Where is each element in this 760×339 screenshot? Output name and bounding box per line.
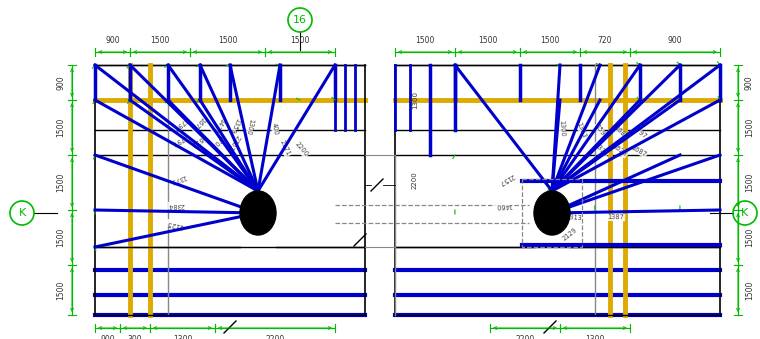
Text: 2384: 2384 (168, 202, 185, 209)
Bar (522, 179, 582, 247)
Text: 900: 900 (100, 335, 115, 339)
Text: 1500: 1500 (56, 173, 65, 192)
Text: 1460: 1460 (496, 202, 512, 209)
Text: 1300: 1300 (412, 91, 418, 109)
Text: 1500: 1500 (745, 228, 754, 247)
Text: 2333: 2333 (592, 142, 608, 158)
Text: 1387: 1387 (608, 214, 625, 221)
Text: 1500: 1500 (56, 228, 65, 247)
Text: 400: 400 (271, 122, 279, 136)
Text: 1471: 1471 (211, 116, 225, 133)
Text: 2200: 2200 (293, 141, 309, 158)
Text: 1500: 1500 (478, 36, 497, 45)
Text: 1300: 1300 (585, 335, 605, 339)
Text: 1612: 1612 (189, 133, 206, 148)
Text: 1597: 1597 (594, 123, 608, 140)
Text: K: K (18, 208, 26, 218)
Text: 900: 900 (105, 36, 120, 45)
Text: 1500: 1500 (745, 280, 754, 300)
Text: 1797: 1797 (172, 116, 188, 131)
Text: 1500: 1500 (745, 173, 754, 192)
Text: 1500: 1500 (540, 36, 559, 45)
Text: 1500: 1500 (745, 118, 754, 137)
Text: 1300: 1300 (173, 335, 192, 339)
Text: 900: 900 (668, 36, 682, 45)
Text: 1500: 1500 (56, 280, 65, 300)
Text: 2313: 2313 (565, 214, 582, 221)
Text: 900: 900 (56, 75, 65, 90)
Text: 1375: 1375 (169, 173, 188, 184)
Text: 1300: 1300 (559, 120, 565, 137)
Text: 1500: 1500 (290, 36, 309, 45)
Text: K: K (741, 208, 749, 218)
Text: 1359: 1359 (228, 117, 241, 134)
Text: 1363: 1363 (576, 121, 587, 139)
Text: 1300: 1300 (245, 118, 255, 136)
Text: 2157: 2157 (498, 172, 515, 186)
Ellipse shape (534, 191, 570, 235)
Text: 2129: 2129 (562, 227, 578, 242)
Text: 2200: 2200 (412, 171, 418, 189)
Text: 1687: 1687 (630, 144, 648, 157)
Ellipse shape (240, 191, 276, 235)
Text: 1500: 1500 (150, 36, 169, 45)
Text: 1685: 1685 (612, 124, 629, 140)
Text: 2171: 2171 (278, 139, 290, 157)
Text: 16: 16 (293, 15, 307, 25)
Text: 2703: 2703 (209, 133, 225, 149)
Text: 1500: 1500 (218, 36, 237, 45)
Text: 2200: 2200 (515, 335, 534, 339)
Text: 1500: 1500 (56, 118, 65, 137)
Text: 1628: 1628 (611, 143, 628, 158)
Text: 2703: 2703 (227, 134, 241, 151)
Text: 1797: 1797 (171, 134, 188, 147)
Text: 720: 720 (598, 36, 613, 45)
Text: 1500: 1500 (415, 36, 435, 45)
Text: 2125: 2125 (166, 219, 184, 229)
Text: 1673: 1673 (190, 116, 206, 132)
Text: 1797: 1797 (631, 125, 648, 140)
Text: 2200: 2200 (265, 335, 285, 339)
Text: 300: 300 (128, 335, 142, 339)
Text: 900: 900 (745, 75, 754, 90)
